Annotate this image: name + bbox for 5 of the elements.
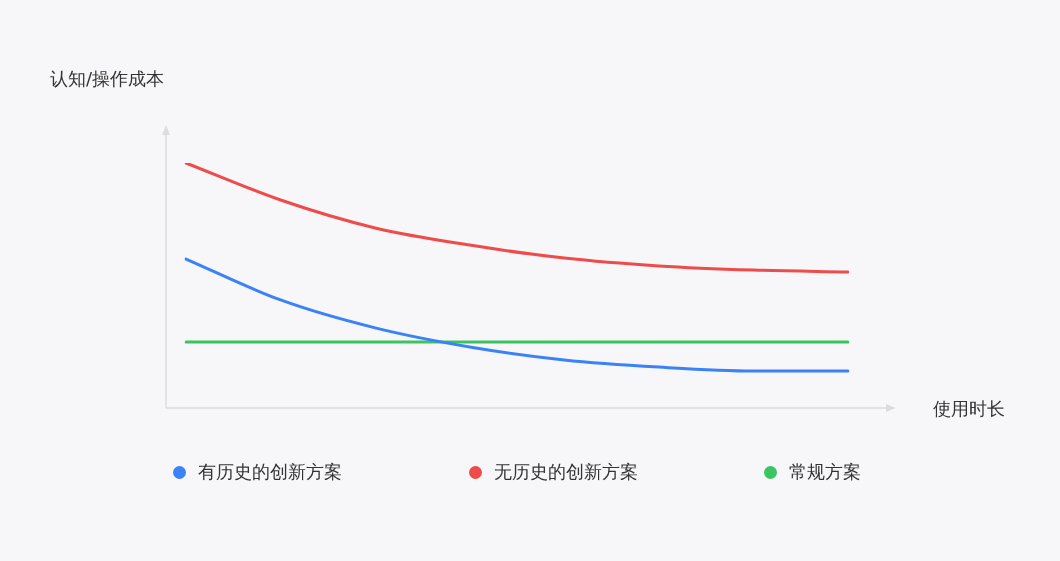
x-axis-title: 使用时长 [933,397,1005,419]
legend-label: 有历史的创新方案 [198,460,342,484]
legend-label: 常规方案 [789,460,862,484]
y-axis-title: 认知/操作成本 [50,67,165,89]
legend-label: 无历史的创新方案 [493,460,638,484]
